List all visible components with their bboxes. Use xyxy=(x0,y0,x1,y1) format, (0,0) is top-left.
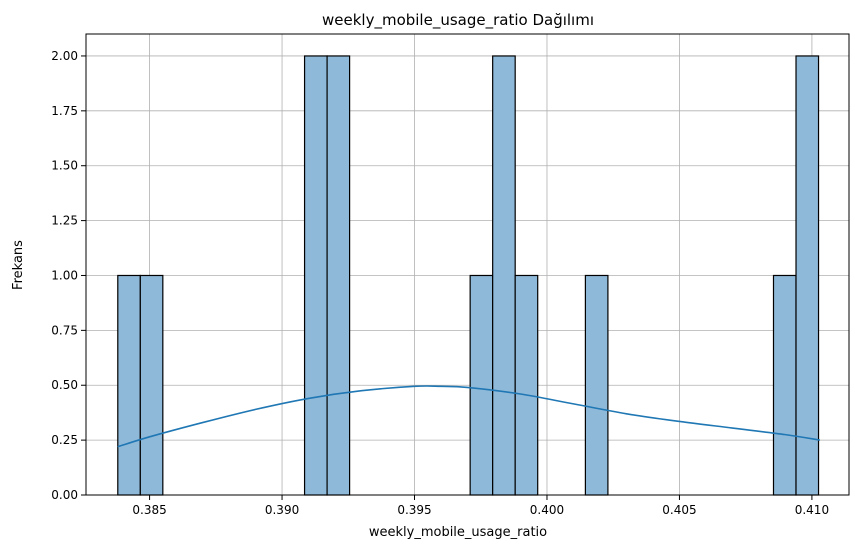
y-tick-label: 1.00 xyxy=(51,268,78,282)
x-tick-label: 0.395 xyxy=(397,503,431,517)
histogram-bars xyxy=(117,55,820,496)
x-tick-label: 0.400 xyxy=(530,503,564,517)
x-axis-ticks: 0.385 0.390 0.395 0.400 0.405 0.410 xyxy=(132,495,829,517)
kde-curve xyxy=(117,385,820,448)
histogram-bar xyxy=(469,274,494,496)
histogram-bar xyxy=(492,55,516,496)
x-tick-label: 0.385 xyxy=(132,503,166,517)
histogram-bar xyxy=(117,274,141,496)
y-axis-label: Frekans xyxy=(11,240,26,290)
x-tick-label: 0.405 xyxy=(662,503,696,517)
histogram-bar xyxy=(326,55,351,496)
histogram-bar xyxy=(514,274,539,496)
y-tick-label: 0.50 xyxy=(51,378,78,392)
histogram-bar xyxy=(584,274,609,496)
y-tick-label: 0.00 xyxy=(51,488,78,502)
y-tick-label: 0.25 xyxy=(51,433,78,447)
y-tick-label: 0.75 xyxy=(51,323,78,337)
y-tick-label: 1.75 xyxy=(51,104,78,118)
y-tick-label: 1.25 xyxy=(51,214,78,228)
y-axis-ticks: 0.00 0.25 0.50 0.75 1.00 1.25 1.50 1.75 2.00 xyxy=(51,49,86,502)
histogram-bar xyxy=(795,55,820,496)
x-tick-label: 0.390 xyxy=(265,503,299,517)
x-tick-label: 0.410 xyxy=(795,503,829,517)
histogram-bar xyxy=(139,274,164,496)
histogram-bar xyxy=(772,274,797,496)
chart-title: weekly_mobile_usage_ratio Dağılımı xyxy=(322,11,594,30)
plot-frame xyxy=(85,33,850,496)
x-axis-label: weekly_mobile_usage_ratio xyxy=(369,525,547,540)
grid-lines xyxy=(86,34,849,496)
y-tick-label: 1.50 xyxy=(51,159,78,173)
histogram-bar xyxy=(303,55,328,496)
y-tick-label: 2.00 xyxy=(51,49,78,63)
